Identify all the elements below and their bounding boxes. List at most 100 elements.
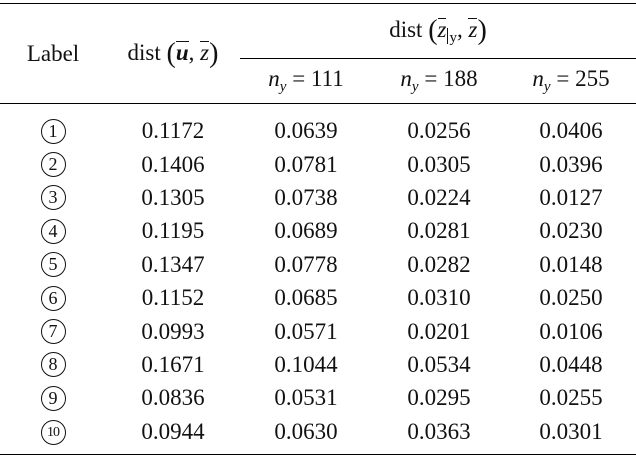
circled-label: 2 [40, 152, 66, 178]
table-row: 1 0.1172 0.0639 0.0256 0.0406 [0, 104, 636, 148]
n-var: n [400, 66, 412, 91]
cell-dist-u-z: 0.1671 [141, 351, 205, 377]
table-row: 3 0.1305 0.0738 0.0224 0.0127 [0, 181, 636, 214]
group-dist-text: dist [389, 16, 423, 42]
cell-dist-u-z: 0.1406 [141, 151, 205, 177]
circled-label: 4 [40, 218, 66, 244]
table-row: 6 0.1152 0.0685 0.0310 0.0250 [0, 281, 636, 314]
cell-dist-u-z: 0.0993 [141, 318, 205, 344]
cell-n-255: 0.0148 [539, 251, 603, 277]
header-label: Label [0, 3, 106, 104]
cell-n-111: 0.0689 [274, 218, 338, 244]
cell-n-111: 0.0778 [274, 251, 338, 277]
circled-label: 6 [40, 285, 66, 311]
cell-dist-u-z: 0.1305 [141, 184, 205, 210]
cell-n-111: 0.0639 [274, 118, 338, 144]
row-label: 4 [0, 214, 106, 247]
table-row: 8 0.1671 0.1044 0.0534 0.0448 [0, 348, 636, 381]
header-n-111: ny = 111 [268, 66, 344, 95]
z-bar-symbol: z [200, 39, 210, 65]
cell-dist-u-z: 0.1152 [141, 285, 205, 311]
header-dist-text: dist [127, 39, 161, 65]
cell-n-111: 0.0781 [274, 151, 338, 177]
table-row: 7 0.0993 0.0571 0.0201 0.0106 [0, 314, 636, 347]
cell-dist-u-z: 0.0944 [141, 418, 205, 444]
cell-n-188: 0.0224 [407, 184, 471, 210]
n-var: n [268, 66, 280, 91]
n-value-111: 111 [310, 66, 344, 91]
table-row: 10 0.0944 0.0630 0.0363 0.0301 [0, 415, 636, 455]
row-label: 1 [0, 104, 106, 148]
group-paren-open: ( [428, 14, 438, 46]
cell-n-188: 0.0310 [407, 285, 471, 311]
header-label-text: Label [26, 41, 80, 66]
circled-label: 5 [40, 252, 66, 278]
cell-n-111: 0.0571 [274, 318, 338, 344]
paren-open: ( [166, 37, 176, 69]
z-cond-sub-letter: y [449, 29, 457, 46]
cell-dist-u-z: 0.1347 [141, 251, 205, 277]
cell-n-111: 0.0685 [274, 285, 338, 311]
table-body: 1 0.1172 0.0639 0.0256 0.0406 2 0.1406 0.0781 0.… [0, 104, 636, 455]
paren-close: ) [209, 37, 219, 69]
cell-n-188: 0.0281 [407, 218, 471, 244]
cell-n-111: 0.1044 [274, 351, 338, 377]
cell-n-188: 0.0282 [407, 251, 471, 277]
header-dist-u-z: dist (u, z) [106, 3, 240, 104]
cell-n-255: 0.0396 [539, 151, 603, 177]
header-dist-cond-group: dist (z y, z) [240, 3, 636, 59]
row-label: 5 [0, 248, 106, 281]
u-bar-symbol: u [175, 39, 189, 65]
cell-n-255: 0.0406 [539, 118, 603, 144]
header-n-255: ny = 255 [532, 66, 610, 95]
n-var: n [532, 66, 544, 91]
cell-n-188: 0.0295 [407, 385, 471, 411]
cell-n-188: 0.0534 [407, 351, 471, 377]
row-label: 3 [0, 181, 106, 214]
row-label: 10 [0, 415, 106, 455]
group-z-bar-symbol: z [468, 16, 478, 42]
n-sub: y [279, 79, 287, 95]
n-sub: y [411, 79, 419, 95]
table-row: 9 0.0836 0.0531 0.0295 0.0255 [0, 381, 636, 414]
cell-dist-u-z: 0.1172 [141, 118, 205, 144]
cell-dist-u-z: 0.0836 [141, 385, 205, 411]
circled-label: 8 [40, 352, 66, 378]
distance-table: Label dist (u, z) dist (z y, z) ny = 111 … [0, 3, 636, 455]
z-cond-subscript: y [446, 27, 457, 46]
row-label: 6 [0, 281, 106, 314]
cell-n-255: 0.0301 [539, 418, 603, 444]
cell-n-111: 0.0630 [274, 418, 338, 444]
row-label: 2 [0, 147, 106, 180]
row-label: 7 [0, 314, 106, 347]
row-label: 9 [0, 381, 106, 414]
cell-n-111: 0.0738 [274, 184, 338, 210]
table-row: 2 0.1406 0.0781 0.0305 0.0396 [0, 147, 636, 180]
table-row: 4 0.1195 0.0689 0.0281 0.0230 [0, 214, 636, 247]
row-label: 8 [0, 348, 106, 381]
cell-n-255: 0.0448 [539, 351, 603, 377]
n-value-188: 188 [443, 66, 478, 91]
cell-n-255: 0.0106 [539, 318, 603, 344]
cell-dist-u-z: 0.1195 [141, 218, 205, 244]
n-value-255: 255 [575, 66, 610, 91]
cell-n-188: 0.0305 [407, 151, 471, 177]
cell-n-255: 0.0250 [539, 285, 603, 311]
cell-n-255: 0.0255 [539, 385, 603, 411]
circled-label: 7 [40, 319, 66, 345]
cell-n-255: 0.0230 [539, 218, 603, 244]
table-row: 5 0.1347 0.0778 0.0282 0.0148 [0, 248, 636, 281]
z-cond-symbol: z [437, 16, 447, 42]
circled-label: 10 [40, 420, 66, 446]
header-row-2: ny = 111 ny = 188 ny = 255 [0, 59, 636, 104]
header-n-188: ny = 188 [400, 66, 478, 95]
cell-n-111: 0.0531 [274, 385, 338, 411]
n-sub: y [543, 79, 551, 95]
cell-n-188: 0.0363 [407, 418, 471, 444]
cell-n-188: 0.0256 [407, 118, 471, 144]
cell-n-188: 0.0201 [407, 318, 471, 344]
header-row-1: Label dist (u, z) dist (z y, z) [0, 3, 636, 104]
group-paren-close: ) [477, 14, 487, 46]
cell-n-255: 0.0127 [539, 184, 603, 210]
